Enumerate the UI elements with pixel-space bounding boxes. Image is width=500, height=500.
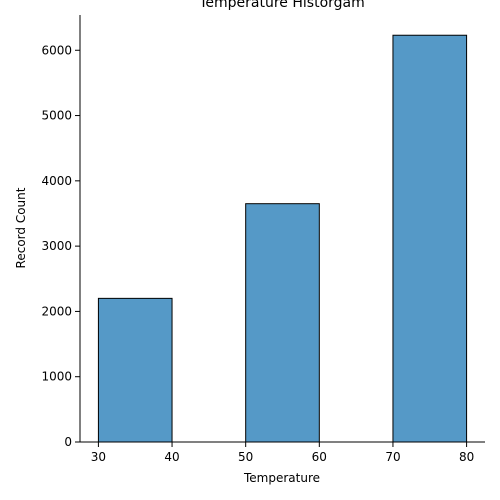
histogram-bar-70-80 <box>392 34 468 443</box>
histogram-bar-30-40 <box>97 297 173 443</box>
x-tick-label: 70 <box>385 450 400 464</box>
y-tick-label: 1000 <box>41 370 72 384</box>
y-tick-label: 0 <box>64 435 72 449</box>
y-axis-label: Record Count <box>14 187 28 268</box>
x-tick-label: 40 <box>164 450 179 464</box>
y-ticks-group: 0 1000 2000 3000 4000 5000 6000 <box>41 43 80 449</box>
x-tick-label: 60 <box>312 450 327 464</box>
y-tick-label: 6000 <box>41 43 72 57</box>
x-tick-label: 30 <box>91 450 106 464</box>
bars-group <box>97 34 468 443</box>
x-axis-label: Temperature <box>243 471 320 485</box>
x-ticks-group: 30 40 50 60 70 80 <box>91 442 474 464</box>
x-tick-label: 80 <box>459 450 474 464</box>
x-tick-label: 50 <box>238 450 253 464</box>
chart-title: Temperature Historgam <box>198 0 365 11</box>
y-tick-label: 3000 <box>41 239 72 253</box>
y-tick-label: 4000 <box>41 174 72 188</box>
y-tick-label: 2000 <box>41 304 72 318</box>
y-tick-label: 5000 <box>41 109 72 123</box>
histogram-bar-50-60 <box>245 203 320 443</box>
